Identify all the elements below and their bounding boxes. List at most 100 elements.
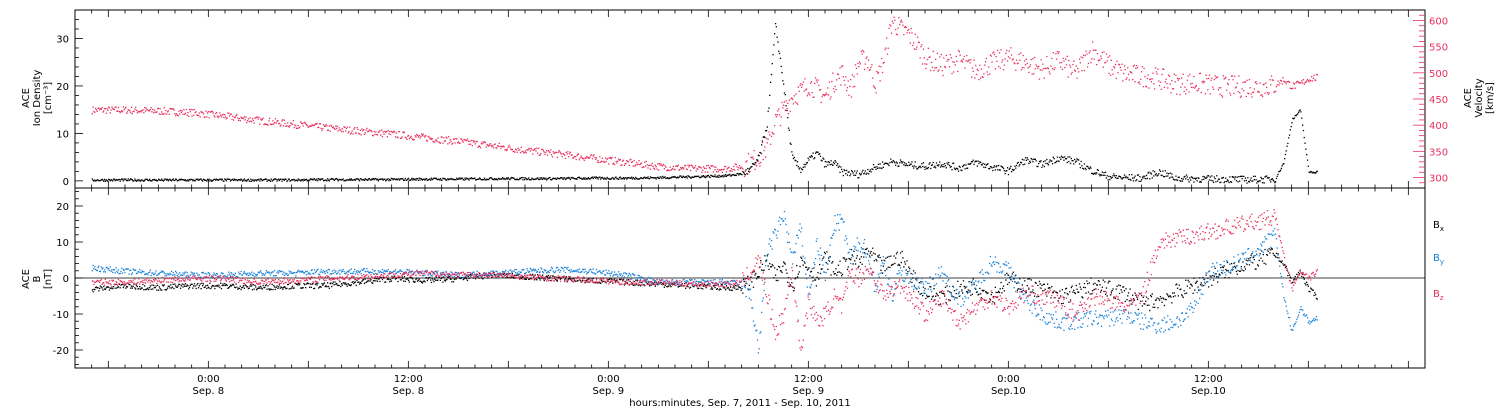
data-point-velocity: [986, 71, 988, 73]
data-point-velocity: [376, 133, 378, 136]
data-point-Bx: [647, 283, 649, 286]
data-point-velocity: [118, 110, 120, 112]
data-point-density: [622, 178, 624, 180]
data-point-velocity: [208, 117, 210, 119]
data-point-velocity: [1081, 70, 1083, 72]
data-point-Bx: [698, 285, 701, 287]
data-point-density: [490, 176, 492, 179]
data-point-density: [1068, 160, 1070, 163]
data-point-density: [756, 159, 758, 161]
data-point-density: [1133, 177, 1135, 179]
data-point-velocity: [773, 133, 775, 135]
data-point-velocity: [705, 167, 707, 169]
data-point-Bx: [1248, 258, 1250, 260]
data-point-density: [1053, 158, 1055, 160]
data-point-density: [483, 177, 486, 179]
data-point-density: [104, 180, 106, 182]
data-point-velocity: [554, 152, 556, 154]
data-point-velocity: [940, 53, 942, 56]
data-point-velocity: [1173, 73, 1175, 75]
data-point-Bx: [1035, 282, 1037, 284]
data-point-velocity: [1161, 73, 1163, 76]
data-point-density: [510, 177, 512, 180]
data-point-velocity: [564, 154, 566, 156]
data-point-density: [459, 178, 461, 180]
data-point-Bx: [1019, 278, 1021, 280]
data-point-velocity: [1063, 60, 1065, 62]
data-point-Bx: [328, 287, 330, 289]
data-point-velocity: [979, 64, 981, 66]
data-point-Bx: [1266, 254, 1269, 256]
data-point-velocity: [270, 124, 272, 126]
data-point-density: [1070, 157, 1072, 160]
data-point-velocity: [419, 137, 421, 139]
data-point-velocity: [1251, 96, 1253, 98]
data-point-velocity: [238, 117, 241, 120]
data-point-density: [894, 162, 896, 164]
data-point-density: [590, 177, 592, 179]
data-point-Bx: [833, 273, 835, 275]
data-point-velocity: [936, 52, 938, 55]
data-point-velocity: [1252, 91, 1254, 94]
data-point-density: [837, 163, 839, 165]
data-point-Bx: [1026, 285, 1028, 287]
data-point-density: [1023, 159, 1025, 161]
data-point-density: [1315, 171, 1318, 173]
data-point-density: [1087, 167, 1090, 169]
data-point-density: [1280, 167, 1282, 170]
data-point-velocity: [855, 67, 858, 69]
data-point-density: [267, 179, 269, 181]
data-point-density: [1145, 174, 1148, 177]
data-point-velocity: [892, 22, 894, 24]
data-point-Bx: [699, 284, 701, 286]
data-point-velocity: [784, 109, 786, 111]
data-point-velocity: [318, 126, 320, 128]
data-point-density: [439, 177, 442, 180]
data-point-velocity: [819, 88, 822, 91]
data-point-Bx: [1118, 292, 1121, 295]
data-point-velocity: [1050, 65, 1052, 67]
data-point-density: [312, 179, 314, 181]
data-point-Bx: [108, 286, 110, 288]
data-point-density: [710, 174, 712, 176]
data-point-velocity: [835, 88, 837, 91]
data-point-Bx: [206, 284, 209, 286]
data-point-Bx: [862, 248, 864, 250]
data-point-Bx: [652, 283, 654, 286]
data-point-velocity: [528, 148, 531, 150]
data-point-Bx: [284, 286, 286, 288]
data-point-density: [497, 179, 499, 181]
data-point-velocity: [1017, 62, 1019, 64]
data-point-velocity: [467, 140, 469, 142]
data-point-density: [247, 178, 250, 180]
data-point-density: [351, 179, 353, 181]
data-point-velocity: [1150, 81, 1153, 83]
data-point-Bx: [563, 275, 565, 277]
data-point-velocity: [175, 113, 178, 115]
data-point-density: [97, 179, 99, 181]
data-point-density: [432, 178, 434, 180]
data-point-Bx: [701, 283, 703, 285]
data-point-density: [891, 161, 893, 164]
data-point-velocity: [793, 95, 795, 97]
data-point-velocity: [846, 87, 849, 89]
data-point-Bx: [515, 277, 517, 279]
data-point-density: [1084, 167, 1086, 169]
data-point-velocity: [733, 165, 735, 168]
data-point-Bx: [306, 282, 308, 284]
data-point-Bx: [897, 264, 899, 266]
data-point-Bx: [967, 289, 969, 291]
data-point-density: [683, 176, 685, 178]
data-point-Bx: [238, 287, 241, 289]
data-point-velocity: [884, 48, 886, 51]
data-point-density: [680, 176, 683, 178]
data-point-density: [1008, 168, 1010, 170]
data-point-Bx: [309, 286, 311, 288]
data-point-density: [1120, 177, 1122, 179]
data-point-density: [625, 177, 627, 179]
data-point-density: [544, 178, 546, 180]
data-point-density: [1091, 172, 1093, 174]
data-point-Bx: [651, 282, 653, 284]
data-point-velocity: [854, 64, 857, 66]
data-point-velocity: [150, 107, 152, 109]
